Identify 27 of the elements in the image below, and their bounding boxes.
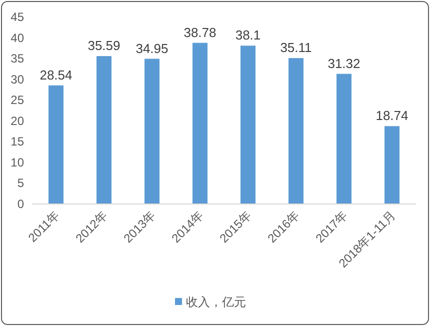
y-tick-label: 35 <box>10 52 24 66</box>
y-tick-label: 25 <box>10 93 24 108</box>
data-label: 18.74 <box>376 108 408 124</box>
bar <box>192 42 208 204</box>
y-tick-label: 30 <box>10 72 24 86</box>
y-tick-label: 45 <box>10 10 24 24</box>
y-tick-label: 40 <box>10 30 24 45</box>
y-tick-label: 0 <box>17 197 24 211</box>
legend-label: 收入，亿元 <box>186 295 246 309</box>
data-label: 31.32 <box>328 56 360 71</box>
y-tick-label: 15 <box>10 134 24 149</box>
bar <box>96 56 112 204</box>
data-label: 34.95 <box>136 40 168 56</box>
data-label: 38.1 <box>235 28 261 43</box>
bar <box>336 74 352 204</box>
data-label: 38.78 <box>184 24 216 40</box>
y-tick-label: 5 <box>17 176 24 190</box>
data-label: 35.11 <box>280 40 312 56</box>
bar <box>384 126 400 204</box>
bar <box>48 85 64 204</box>
y-tick-label: 10 <box>10 155 24 170</box>
y-tick-label: 20 <box>10 114 24 128</box>
bar <box>240 46 256 204</box>
data-label: 35.59 <box>88 38 120 54</box>
data-label: 28.54 <box>40 67 72 82</box>
bar <box>144 58 160 204</box>
bar <box>288 58 304 204</box>
